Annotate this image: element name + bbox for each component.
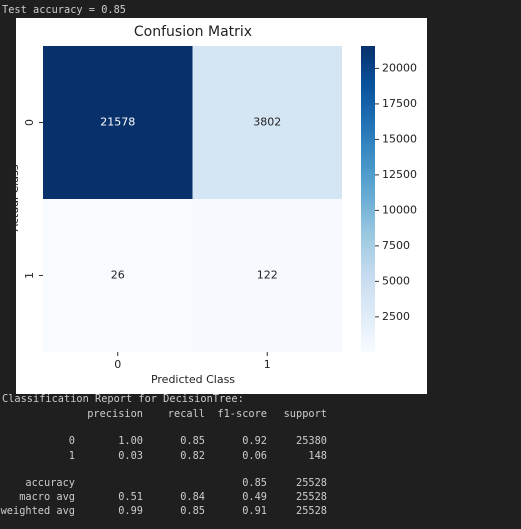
report-row-label: 0 [69,435,75,447]
report-cell: 25528 [296,477,327,489]
colorbar-tick-label: 20000 [382,61,417,74]
cell-label: 122 [257,269,278,282]
heatmap-cell [43,46,193,199]
report-cell: 0.85 [180,505,205,517]
y-tick-label: 0 [23,119,36,126]
report-cell: 0.51 [118,491,143,503]
report-column-header: support [284,408,327,420]
colorbar-tick-label: 15000 [382,132,417,145]
report-column-header: precision [87,408,143,420]
colorbar-tick-label: 2500 [382,310,410,323]
heatmap-cell [192,46,342,199]
report-row-label: weighted avg [1,505,75,517]
report-cell: 0.03 [118,450,143,462]
report-cell: 0.92 [242,435,267,447]
report-cell: 0.82 [180,450,205,462]
report-row-label: accuracy [25,477,75,489]
x-tick-label: 1 [264,358,271,371]
colorbar-tick-label: 5000 [382,274,410,287]
x-tick-label: 0 [114,358,121,371]
heatmap-cell [192,199,342,352]
report-column-header: f1-score [217,408,267,420]
report-title: Classification Report for DecisionTree: [2,393,244,405]
y-axis-label: Actual Class [8,164,21,231]
colorbar-tick-label: 17500 [382,97,417,110]
report-row-label: 1 [69,450,75,462]
report-cell: 0.85 [180,435,205,447]
colorbar-tick-label: 7500 [382,239,410,252]
report-cell: 0.99 [118,505,143,517]
report-cell: 148 [308,450,327,462]
y-tick-label: 1 [23,272,36,279]
report-column-header: recall [168,408,205,420]
cell-label: 3802 [253,116,281,129]
report-cell: 25380 [296,435,327,447]
report-cell: 0.85 [242,477,267,489]
heatmap-cell [43,199,193,352]
colorbar-tick-label: 12500 [382,168,417,181]
report-cell: 1.00 [118,435,143,447]
report-cell: 0.49 [242,491,267,503]
colorbar-tick-label: 10000 [382,203,417,216]
cell-label: 21578 [100,116,135,129]
chart-title: Confusion Matrix [134,24,252,40]
report-cell: 25528 [296,491,327,503]
report-cell: 0.84 [180,491,205,503]
output-line: Test accuracy = 0.85 [2,4,126,16]
colorbar [361,46,375,352]
report-cell: 0.06 [242,450,267,462]
report-cell: 0.91 [242,505,267,517]
x-axis-label: Predicted Class [151,373,235,386]
cell-label: 26 [111,269,125,282]
report-row-label: macro avg [19,491,75,503]
report-cell: 25528 [296,505,327,517]
